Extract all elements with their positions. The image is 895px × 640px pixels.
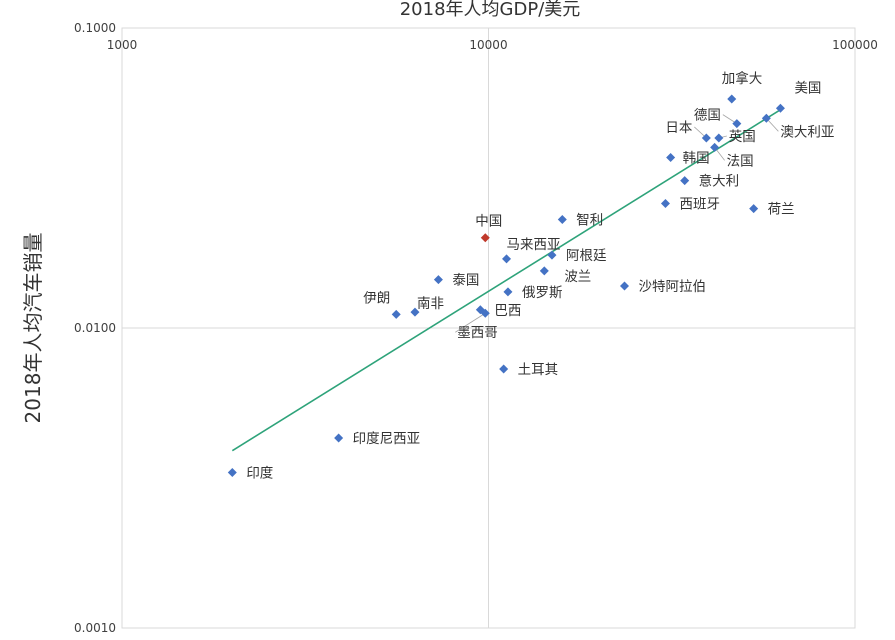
point-label: 美国 xyxy=(794,80,821,96)
data-point xyxy=(557,214,567,224)
y-tick-label: 0.0010 xyxy=(74,621,116,635)
point-label: 印度尼西亚 xyxy=(353,431,421,447)
point-label: 澳大利亚 xyxy=(780,124,834,140)
x-tick-label: 10000 xyxy=(469,38,507,52)
point-label: 马来西亚 xyxy=(507,237,561,253)
point-label: 泰国 xyxy=(452,273,479,289)
point-label: 加拿大 xyxy=(722,70,763,87)
point-label: 荷兰 xyxy=(768,202,795,218)
plot-frame xyxy=(121,27,856,629)
point-label: 英国 xyxy=(729,128,756,145)
data-point xyxy=(660,199,670,209)
label-leader-lines xyxy=(455,114,779,333)
y-tick-label: 0.0100 xyxy=(74,321,116,335)
x-tick-label: 1000 xyxy=(107,38,138,52)
y-tick-label: 0.1000 xyxy=(74,21,116,35)
axis-ticks: 1000 10000 100000 0.1000 0.0100 0.0010 xyxy=(74,21,878,635)
data-point xyxy=(749,204,759,214)
data-point xyxy=(680,176,690,186)
data-point xyxy=(227,467,237,477)
trendline xyxy=(231,110,780,452)
gridlines xyxy=(121,27,856,629)
data-point xyxy=(503,287,513,297)
point-label: 伊朗 xyxy=(363,290,390,306)
data-point xyxy=(334,433,344,443)
data-point xyxy=(732,119,742,129)
point-label: 西班牙 xyxy=(679,197,720,213)
point-label: 墨西哥 xyxy=(457,325,498,341)
x-tick-label: 100000 xyxy=(832,38,878,52)
data-point xyxy=(701,133,711,143)
data-point xyxy=(547,250,557,260)
data-point xyxy=(433,275,443,285)
data-point xyxy=(502,254,512,264)
point-label: 韩国 xyxy=(683,151,710,167)
point-label: 波兰 xyxy=(564,269,591,285)
point-label: 日本 xyxy=(665,120,693,136)
point-label: 德国 xyxy=(694,108,721,124)
point-label: 土耳其 xyxy=(518,362,559,378)
data-point xyxy=(480,233,490,243)
point-label: 中国 xyxy=(475,214,502,230)
data-point xyxy=(410,307,420,317)
point-label: 法国 xyxy=(727,153,754,169)
data-point xyxy=(666,153,676,163)
data-point xyxy=(391,309,401,319)
point-label: 沙特阿拉伯 xyxy=(638,279,706,295)
data-point xyxy=(480,308,490,318)
point-label: 南非 xyxy=(417,296,444,312)
data-point xyxy=(710,142,720,152)
point-label: 印度 xyxy=(246,465,273,481)
point-label: 俄罗斯 xyxy=(522,285,563,301)
trendline-group xyxy=(231,110,780,452)
leader-line xyxy=(455,312,486,333)
data-point xyxy=(539,266,549,276)
data-point xyxy=(619,281,629,291)
point-label: 巴西 xyxy=(494,303,521,319)
data-point xyxy=(761,113,771,123)
data-point xyxy=(499,364,509,374)
point-label: 智利 xyxy=(576,212,603,228)
chart-title: 2018年人均GDP/美元 xyxy=(400,0,581,20)
data-points xyxy=(227,94,785,477)
point-label: 意大利 xyxy=(699,173,740,190)
data-point xyxy=(714,133,724,143)
point-label: 阿根廷 xyxy=(566,248,607,264)
y-axis-label: 2018年人均汽车销量 xyxy=(21,233,45,424)
data-point xyxy=(727,94,737,104)
data-point xyxy=(775,103,785,113)
